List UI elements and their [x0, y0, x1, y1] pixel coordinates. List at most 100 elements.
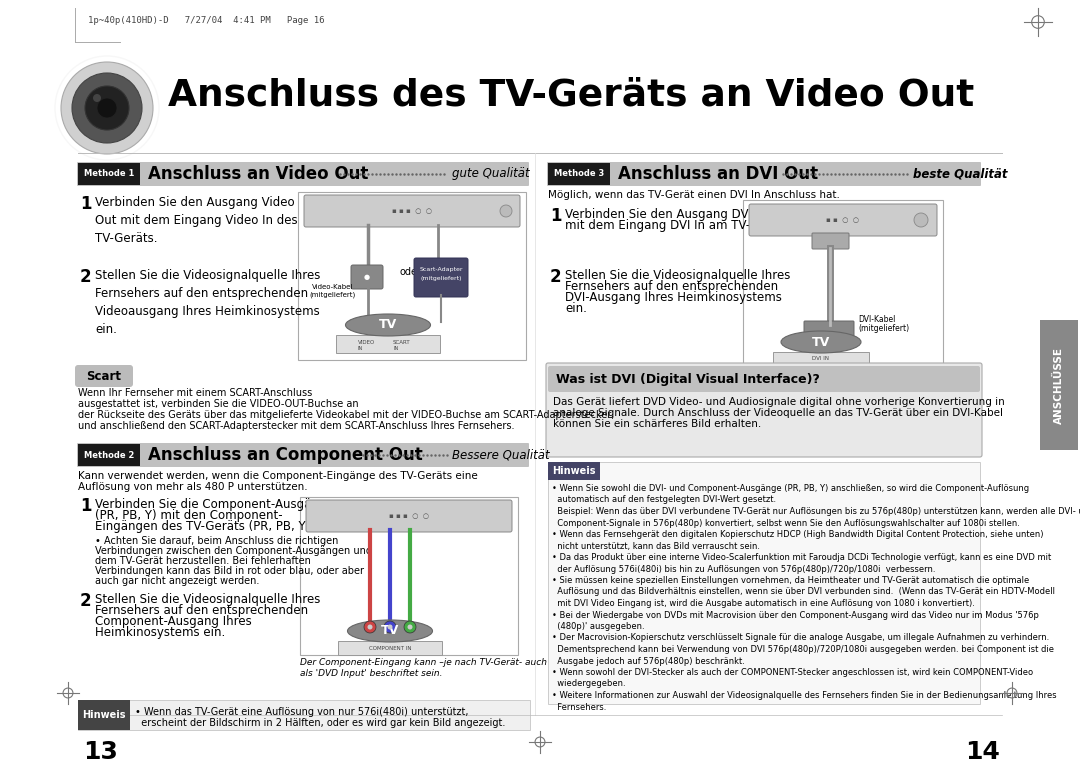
Text: 2: 2 [80, 268, 92, 286]
Text: erscheint der Bildschirm in 2 Hälften, oder es wird gar kein Bild angezeigt.: erscheint der Bildschirm in 2 Hälften, o… [135, 718, 505, 728]
Text: • Achten Sie darauf, beim Anschluss die richtigen: • Achten Sie darauf, beim Anschluss die … [95, 536, 338, 546]
FancyBboxPatch shape [548, 462, 600, 480]
Text: • Der Macrovision-Kopierschutz verschlüsselt Signale für die analoge Ausgabe, um: • Der Macrovision-Kopierschutz verschlüs… [552, 633, 1050, 642]
FancyBboxPatch shape [78, 163, 140, 185]
Text: beste Qualität: beste Qualität [913, 168, 1008, 181]
Circle shape [500, 205, 512, 217]
Text: 13: 13 [83, 740, 118, 763]
FancyBboxPatch shape [300, 497, 518, 655]
Text: auch gar nicht angezeigt werden.: auch gar nicht angezeigt werden. [95, 576, 259, 586]
Text: 14: 14 [966, 740, 1000, 763]
Text: Kann verwendet werden, wenn die Component-Eingänge des TV-Geräts eine: Kann verwendet werden, wenn die Componen… [78, 471, 477, 481]
Text: Anschluss an DVI Out: Anschluss an DVI Out [618, 165, 819, 183]
FancyBboxPatch shape [306, 500, 512, 532]
Text: der Auflösung 576i(480i) bis hin zu Auflösungen von 576p(480p)/720p/1080i  verbe: der Auflösung 576i(480i) bis hin zu Aufl… [552, 565, 935, 574]
Text: Component-Signale in 576p(480p) konvertiert, selbst wenn Sie den Auflösungswahls: Component-Signale in 576p(480p) konverti… [552, 519, 1020, 527]
Text: Anschluss des TV-Geräts an Video Out: Anschluss des TV-Geräts an Video Out [168, 78, 974, 114]
Text: Verbinden Sie den Ausgang DVI Out: Verbinden Sie den Ausgang DVI Out [565, 208, 778, 221]
Text: ANSCHLÜSSE: ANSCHLÜSSE [1054, 346, 1064, 423]
Text: als 'DVD Input' beschriftet sein.: als 'DVD Input' beschriftet sein. [300, 669, 443, 678]
FancyBboxPatch shape [77, 443, 529, 467]
Text: ein.: ein. [565, 302, 586, 315]
Text: ▪ ▪ ▪  ○  ○: ▪ ▪ ▪ ○ ○ [389, 513, 429, 519]
FancyBboxPatch shape [548, 462, 980, 704]
Text: Fernsehers auf den entsprechenden: Fernsehers auf den entsprechenden [95, 604, 308, 617]
Text: der Rückseite des Geräts über das mitgelieferte Videokabel mit der VIDEO-Buchse : der Rückseite des Geräts über das mitgel… [78, 410, 615, 420]
Text: Hinweis: Hinweis [552, 466, 596, 476]
FancyBboxPatch shape [298, 192, 526, 360]
Text: TV: TV [812, 336, 831, 349]
Text: SCART: SCART [393, 340, 410, 345]
Text: 1: 1 [550, 207, 562, 225]
Text: Wenn Ihr Fernseher mit einem SCART-Anschluss: Wenn Ihr Fernseher mit einem SCART-Ansch… [78, 388, 312, 398]
Text: (PR, PB, Y) mit den Component-: (PR, PB, Y) mit den Component- [95, 509, 283, 522]
Text: Bessere Qualität: Bessere Qualität [453, 449, 550, 462]
Text: Auflösung und das Bildverhältnis einstellen, wenn sie über DVI verbunden sind.  : Auflösung und das Bildverhältnis einstel… [552, 588, 1055, 597]
Text: nicht unterstützt, kann das Bild verrauscht sein.: nicht unterstützt, kann das Bild verraus… [552, 542, 760, 550]
Text: automatisch auf den festgelegten DVI-Wert gesetzt.: automatisch auf den festgelegten DVI-Wer… [552, 495, 777, 504]
Text: Das Gerät liefert DVD Video- und Audiosignale digital ohne vorherige Konvertieru: Das Gerät liefert DVD Video- und Audiosi… [553, 397, 1004, 407]
Text: oder: oder [399, 267, 421, 277]
Text: 2: 2 [550, 268, 562, 286]
Circle shape [93, 94, 102, 102]
Text: • Weitere Informationen zur Auswahl der Videosignalquelle des Fernsehers finden : • Weitere Informationen zur Auswahl der … [552, 691, 1056, 700]
Text: Stellen Sie die Videosignalquelle Ihres: Stellen Sie die Videosignalquelle Ihres [565, 269, 791, 282]
Text: Fernsehers.: Fernsehers. [552, 703, 606, 712]
Text: Video-Kabel: Video-Kabel [312, 284, 353, 290]
FancyBboxPatch shape [812, 233, 849, 249]
Text: IN: IN [393, 346, 399, 350]
Text: (mitgeliefert): (mitgeliefert) [310, 292, 356, 298]
Text: können Sie ein schärferes Bild erhalten.: können Sie ein schärferes Bild erhalten. [553, 419, 761, 429]
Text: Ausgabe jedoch auf 576p(480p) beschränkt.: Ausgabe jedoch auf 576p(480p) beschränkt… [552, 656, 745, 665]
FancyBboxPatch shape [548, 163, 610, 185]
Text: (mitgeliefert): (mitgeliefert) [420, 276, 462, 281]
Circle shape [60, 62, 153, 154]
Text: Methode 1: Methode 1 [84, 169, 134, 179]
Text: Verbinden Sie den Ausgang Video
Out mit dem Eingang Video In des
TV-Geräts.: Verbinden Sie den Ausgang Video Out mit … [95, 196, 298, 245]
Text: Dementsprechend kann bei Verwendung von DVI 576p(480p)/720P/1080i ausgegeben wer: Dementsprechend kann bei Verwendung von … [552, 645, 1054, 654]
Text: COMPONENT IN: COMPONENT IN [368, 645, 411, 651]
Circle shape [404, 621, 416, 633]
Text: mit DVI Video Eingang ist, wird die Ausgabe automatisch in eine Auflösung von 10: mit DVI Video Eingang ist, wird die Ausg… [552, 599, 975, 608]
Circle shape [388, 624, 392, 629]
FancyBboxPatch shape [338, 641, 442, 655]
Text: Methode 3: Methode 3 [554, 169, 604, 179]
Text: Eingängen des TV-Geräts (PR, PB, Y).: Eingängen des TV-Geräts (PR, PB, Y). [95, 520, 314, 533]
Text: TV: TV [379, 318, 397, 331]
FancyBboxPatch shape [546, 162, 981, 186]
Text: Heimkinosystems ein.: Heimkinosystems ein. [95, 626, 226, 639]
Text: dem TV-Gerät herzustellen. Bei fehlerhaften: dem TV-Gerät herzustellen. Bei fehlerhaf… [95, 556, 311, 566]
FancyBboxPatch shape [804, 321, 854, 337]
Text: analoge Signale. Durch Anschluss der Videoquelle an das TV-Gerät über ein DVI-Ka: analoge Signale. Durch Anschluss der Vid… [553, 408, 1003, 418]
Text: Verbinden Sie die Component-Ausgänge: Verbinden Sie die Component-Ausgänge [95, 498, 334, 511]
Text: Beispiel: Wenn das über DVI verbundene TV-Gerät nur Auflösungen bis zu 576p(480p: Beispiel: Wenn das über DVI verbundene T… [552, 507, 1080, 516]
Text: DVI-Ausgang Ihres Heimkinosystems: DVI-Ausgang Ihres Heimkinosystems [565, 291, 782, 304]
Circle shape [85, 86, 129, 130]
Ellipse shape [348, 620, 432, 642]
FancyBboxPatch shape [78, 444, 140, 466]
Text: Hinweis: Hinweis [82, 710, 125, 720]
Ellipse shape [346, 314, 431, 336]
Text: Component-Ausgang Ihres: Component-Ausgang Ihres [95, 615, 252, 628]
Text: Stellen Sie die Videosignalquelle Ihres
Fernsehers auf den entsprechenden
Videoa: Stellen Sie die Videosignalquelle Ihres … [95, 269, 321, 336]
Text: • Bei der Wiedergabe von DVDs mit Macrovision über den Component-Ausgang wird da: • Bei der Wiedergabe von DVDs mit Macrov… [552, 610, 1039, 620]
Text: Methode 2: Methode 2 [84, 450, 134, 459]
Circle shape [384, 621, 396, 633]
Circle shape [364, 621, 376, 633]
FancyBboxPatch shape [78, 700, 130, 730]
Text: Was ist DVI (Digital Visual Interface)?: Was ist DVI (Digital Visual Interface)? [556, 372, 820, 385]
Ellipse shape [781, 331, 861, 353]
Text: 1p~40p(410HD)-D   7/27/04  4:41 PM   Page 16: 1p~40p(410HD)-D 7/27/04 4:41 PM Page 16 [87, 16, 324, 25]
Text: (480p)' ausgegeben.: (480p)' ausgegeben. [552, 622, 645, 631]
Text: Scart-Adapter: Scart-Adapter [419, 267, 462, 272]
Text: Der Component-Eingang kann –je nach TV-Gerät- auch: Der Component-Eingang kann –je nach TV-G… [300, 658, 546, 667]
Circle shape [97, 98, 117, 118]
Text: ▪ ▪  ○  ○: ▪ ▪ ○ ○ [826, 217, 860, 223]
FancyBboxPatch shape [1040, 320, 1078, 450]
Text: (mitgeliefert): (mitgeliefert) [858, 324, 909, 333]
FancyBboxPatch shape [75, 365, 133, 387]
Text: mit dem Eingang DVI In am TV-Gerät.: mit dem Eingang DVI In am TV-Gerät. [565, 219, 787, 232]
FancyBboxPatch shape [773, 352, 869, 366]
Text: TV: TV [381, 624, 400, 638]
Text: 1: 1 [80, 497, 92, 515]
